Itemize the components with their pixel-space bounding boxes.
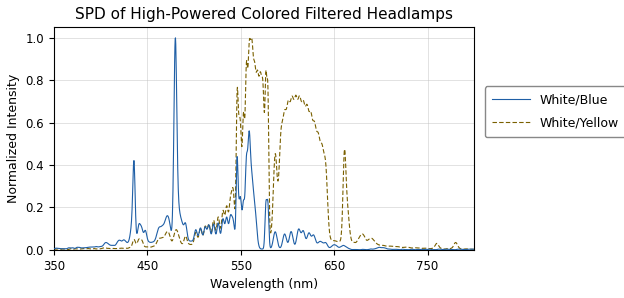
Legend: White/Blue, White/Yellow: White/Blue, White/Yellow xyxy=(485,86,624,137)
White/Yellow xyxy=(50,247,57,251)
White/Blue xyxy=(396,248,403,251)
White/Blue xyxy=(408,248,416,251)
White/Blue xyxy=(411,248,419,252)
White/Yellow xyxy=(57,248,64,251)
White/Blue xyxy=(372,247,379,250)
Line: White/Blue: White/Blue xyxy=(54,38,475,250)
X-axis label: Wavelength (nm): Wavelength (nm) xyxy=(210,278,318,291)
White/Blue xyxy=(471,247,479,251)
White/Yellow xyxy=(471,248,479,251)
White/Blue xyxy=(50,247,57,251)
White/Yellow xyxy=(289,94,296,98)
White/Yellow xyxy=(408,246,416,250)
Title: SPD of High-Powered Colored Filtered Headlamps: SPD of High-Powered Colored Filtered Hea… xyxy=(75,7,453,22)
White/Yellow xyxy=(366,237,373,240)
White/Blue xyxy=(288,232,296,235)
Line: White/Yellow: White/Yellow xyxy=(54,38,475,249)
Y-axis label: Normalized Intensity: Normalized Intensity xyxy=(7,74,20,203)
White/Blue xyxy=(172,36,179,40)
White/Yellow xyxy=(396,245,403,249)
White/Blue xyxy=(366,248,373,251)
White/Yellow xyxy=(248,36,255,40)
White/Blue xyxy=(132,193,139,196)
White/Yellow xyxy=(373,241,380,245)
White/Yellow xyxy=(132,240,139,244)
